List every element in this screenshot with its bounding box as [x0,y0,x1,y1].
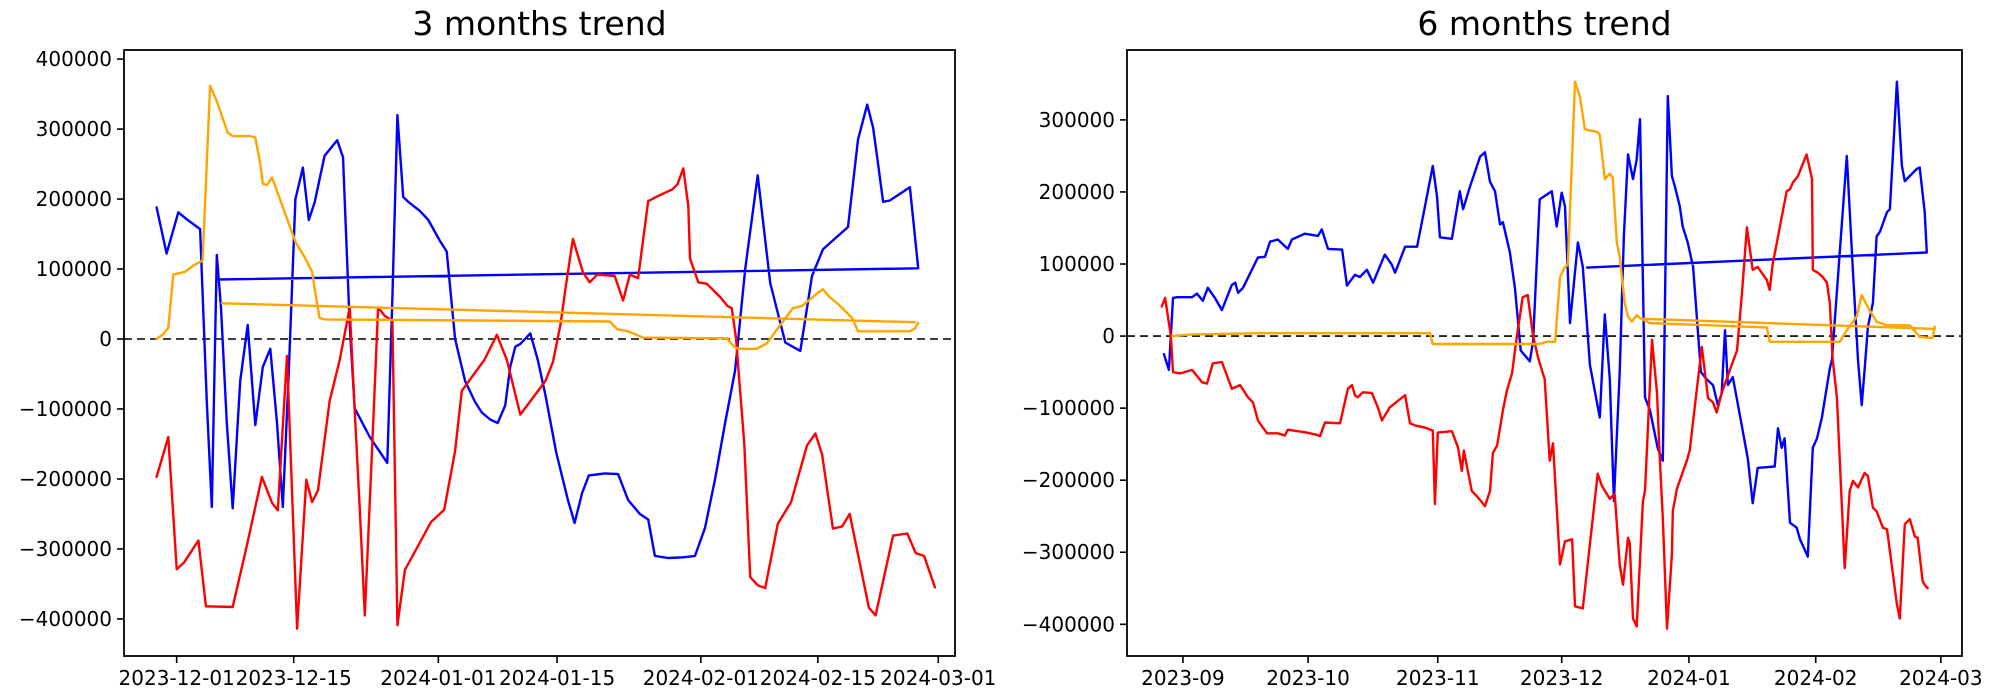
x-tick-label: 2024-03 [1899,666,1983,690]
y-tick-label: 400000 [36,47,112,71]
chart-right: 300000 200000 100000 0 −100000 −200000 −300000… [1022,49,1983,690]
x-tick-label: 2023-12 [1520,666,1604,690]
series-red [1160,153,1929,630]
x-tick-label: 2023-12-15 [236,666,352,690]
y-tick-label: −200000 [19,467,112,491]
y-tick-label: −100000 [1022,396,1115,420]
series-orange [1641,317,1936,331]
y-tick-label: 200000 [1039,180,1115,204]
y-tick-label: 300000 [1039,108,1115,132]
series-red [155,167,937,630]
axes-box [1126,49,1963,657]
y-tick-label: 0 [1102,324,1115,348]
y-tick-label: −100000 [19,397,112,421]
y-tick-label: 300000 [36,117,112,141]
chart-title-left: 3 months trend [412,4,667,43]
series-blue [1162,80,1929,558]
chart-left: 400000 300000 200000 100000 0 −100000 −200000 −… [19,47,997,690]
x-tick-label: 2024-01-15 [499,666,615,690]
x-tick-label: 2024-02-01 [643,666,759,690]
x-tick-label: 2023-12-01 [119,666,235,690]
y-tick-label: −300000 [19,537,112,561]
x-tick-label: 2024-01-01 [380,666,496,690]
y-tick-label: 200000 [36,187,112,211]
x-tick-label: 2023-11 [1396,666,1480,690]
series-orange [155,84,920,350]
x-tick-label: 2024-02 [1774,666,1858,690]
y-tick-label: 0 [99,327,112,351]
y-tick-label: 100000 [36,257,112,281]
axes-box [123,49,956,657]
series-blue [155,103,920,560]
y-tick-label: 100000 [1039,252,1115,276]
x-tick-label: 2023-09 [1141,666,1225,690]
x-tick-label: 2023-10 [1266,666,1350,690]
y-tick-label: −300000 [1022,540,1115,564]
series-orange [1170,80,1936,346]
y-tick-label: −400000 [19,607,112,631]
series-orange [220,302,917,324]
x-tick-label: 2024-03-01 [880,666,996,690]
y-tick-label: −200000 [1022,468,1115,492]
chart-title-right: 6 months trend [1417,4,1672,43]
x-tick-label: 2024-01 [1647,666,1731,690]
x-tick-label: 2024-02-15 [760,666,876,690]
y-tick-label: −400000 [1022,612,1115,636]
